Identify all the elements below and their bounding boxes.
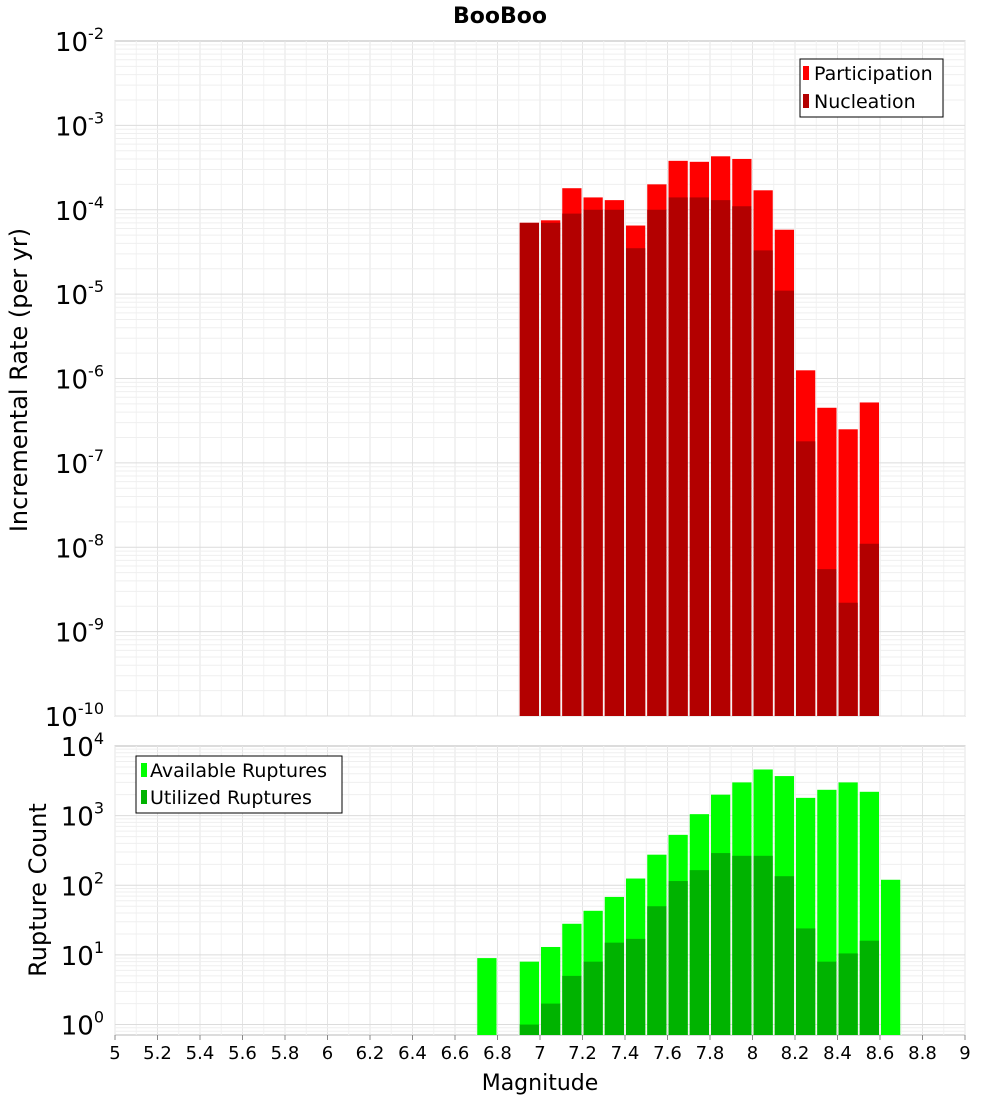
y-tick-label: 10-5 [55, 277, 104, 311]
y-tick-label: 10-3 [55, 108, 104, 142]
bar-utilized [647, 906, 667, 1035]
bar-utilized [859, 940, 879, 1035]
bottom-panel: 100 101 102 103 104 Rupture Count Available … [24, 729, 966, 1042]
bar-utilized [796, 928, 816, 1035]
legend-swatch-utilized [141, 790, 147, 804]
y-tick-label: 102 [61, 868, 104, 902]
y-tick-label: 101 [61, 938, 104, 972]
x-tick-label: 9 [959, 1043, 970, 1064]
bar-utilized [711, 853, 731, 1035]
bar-utilized [838, 953, 858, 1035]
bar-nucleation [838, 602, 858, 716]
bar-nucleation [647, 209, 667, 716]
x-tick-label: 8.2 [781, 1043, 810, 1064]
bar-utilized [689, 870, 709, 1035]
x-tick-label: 5.4 [186, 1043, 215, 1064]
bar-utilized [774, 876, 794, 1035]
bar-utilized [732, 855, 752, 1035]
x-tick-label: 7 [534, 1043, 545, 1064]
bottom-bars [477, 769, 901, 1035]
x-tick-label: 6.8 [483, 1043, 512, 1064]
bar-nucleation [562, 213, 582, 717]
y-tick-label: 10-10 [45, 699, 104, 733]
x-tick-label: 8 [747, 1043, 758, 1064]
legend-swatch-available [141, 763, 147, 777]
x-tick-label: 5.8 [271, 1043, 300, 1064]
legend-label-utilized: Utilized Ruptures [150, 787, 312, 809]
top-legend-box [799, 58, 944, 118]
bar-utilized [583, 961, 603, 1035]
x-tick-label: 6.4 [398, 1043, 427, 1064]
bottom-legend-box [135, 755, 343, 814]
bar-utilized [753, 855, 773, 1035]
bar-nucleation [583, 209, 603, 716]
top-bars [519, 156, 879, 717]
bar-utilized [562, 975, 582, 1035]
legend-swatch-participation [803, 66, 809, 80]
bar-nucleation [689, 197, 709, 717]
bar-nucleation [604, 209, 624, 716]
bar-nucleation [519, 222, 539, 716]
bottom-legend: Available Ruptures Utilized Ruptures [135, 755, 343, 814]
chart-title: BooBoo [453, 4, 547, 29]
legend-label-nucleation: Nucleation [814, 91, 916, 113]
bar-nucleation [796, 441, 816, 716]
x-tick-label: 8.6 [866, 1043, 895, 1064]
x-tick-label: 7.6 [653, 1043, 682, 1064]
y-tick-label: 10-9 [55, 615, 104, 649]
x-tick-label: 8.8 [908, 1043, 937, 1064]
bar-nucleation [817, 569, 837, 716]
y-tick-label: 10-6 [55, 362, 104, 396]
bar-nucleation [859, 543, 879, 716]
x-axis-label: Magnitude [482, 1071, 599, 1096]
y-tick-label: 100 [61, 1008, 104, 1042]
bar-utilized [604, 942, 624, 1035]
y-tick-label: 10-8 [55, 530, 104, 564]
bar-available [519, 961, 539, 1035]
bar-nucleation [774, 290, 794, 716]
x-tick-label: 5 [109, 1043, 120, 1064]
bottom-y-axis-label: Rupture Count [24, 803, 52, 977]
top-y-axis-label: Incremental Rate (per yr) [5, 228, 33, 532]
bar-available [477, 958, 497, 1035]
x-tick-label: 7.8 [696, 1043, 725, 1064]
bar-utilized [519, 1024, 539, 1035]
x-tick-label: 6.6 [441, 1043, 470, 1064]
top-panel: 10-10 10-9 10-8 10-7 10-6 10-5 10-4 10-3 10-2 In… [5, 24, 966, 733]
x-tick-label: 8.4 [823, 1043, 852, 1064]
x-tick-label: 7.4 [611, 1043, 640, 1064]
y-tick-label: 10-2 [55, 24, 104, 58]
legend-swatch-nucleation [803, 94, 809, 108]
x-tick-label: 5.6 [228, 1043, 257, 1064]
bottom-y-ticks: 100 101 102 103 104 [61, 729, 104, 1042]
y-tick-label: 104 [61, 729, 104, 763]
bar-available [881, 879, 901, 1035]
top-legend: Participation Nucleation [799, 58, 944, 118]
legend-label-available: Available Ruptures [150, 760, 327, 782]
x-tick-label: 7.2 [568, 1043, 597, 1064]
bar-utilized [668, 881, 688, 1035]
x-ticks: 5 5.2 5.4 5.6 5.8 6 6.2 6.4 6.6 6.8 7 7.2 7.4 7.6 7.8 8… [109, 1035, 971, 1064]
bar-utilized [626, 938, 646, 1035]
top-y-ticks: 10-10 10-9 10-8 10-7 10-6 10-5 10-4 10-3 10-2 [45, 24, 104, 733]
y-tick-label: 10-7 [55, 446, 104, 480]
bar-nucleation [626, 248, 646, 717]
x-tick-label: 6.2 [356, 1043, 385, 1064]
bar-nucleation [541, 222, 561, 716]
bar-nucleation [753, 250, 773, 717]
y-tick-label: 103 [61, 799, 104, 833]
x-tick-label: 5.2 [143, 1043, 172, 1064]
top-grid [114, 41, 966, 717]
bar-utilized [817, 961, 837, 1035]
x-tick-label: 6 [322, 1043, 333, 1064]
bar-nucleation [711, 200, 731, 716]
bar-nucleation [732, 206, 752, 716]
bar-nucleation [668, 197, 688, 717]
bar-utilized [541, 1003, 561, 1035]
y-tick-label: 10-4 [55, 193, 104, 227]
legend-label-participation: Participation [814, 63, 933, 85]
